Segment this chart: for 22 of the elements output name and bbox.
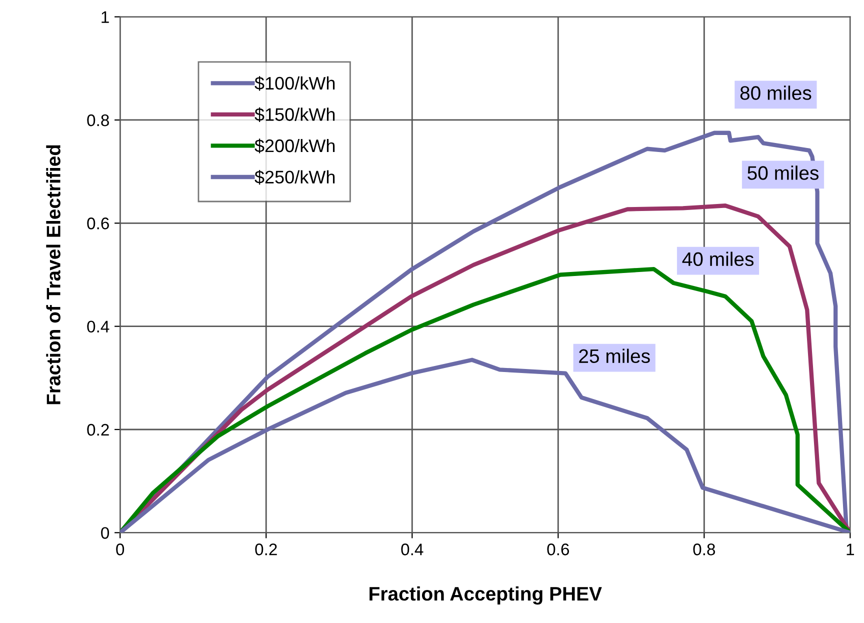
x-axis-title: Fraction Accepting PHEV (370, 586, 602, 605)
x-tick-label: 0.4 (401, 544, 424, 556)
y-tick-label: 0.2 (87, 424, 109, 436)
legend-label: $100/kWh (254, 76, 335, 91)
annotation: 25 miles (579, 348, 650, 364)
annotation: 50 miles (748, 166, 819, 180)
y-axis-title: Fraction of Travel Electrified (46, 145, 60, 404)
annotation: 40 miles (682, 252, 754, 266)
x-tick-label: 0.2 (255, 544, 277, 556)
y-tick-label: 1 (102, 11, 109, 23)
annotation: 80 miles (740, 86, 812, 100)
x-tick-label: 0 (116, 544, 124, 556)
y-tick-label: 0.4 (87, 320, 110, 333)
x-tick-label: 0.6 (547, 544, 569, 556)
legend-label: $250/kWh (254, 170, 335, 185)
x-tick-label: 0.8 (693, 544, 716, 556)
y-tick-label: 0 (101, 527, 110, 539)
y-tick-label: 0.8 (87, 114, 109, 126)
x-tick-label: 1 (846, 544, 854, 556)
y-tick-label: 0.6 (87, 218, 109, 230)
legend-label: $200/kWh (254, 138, 335, 154)
legend-label: $150/kWh (254, 107, 335, 122)
